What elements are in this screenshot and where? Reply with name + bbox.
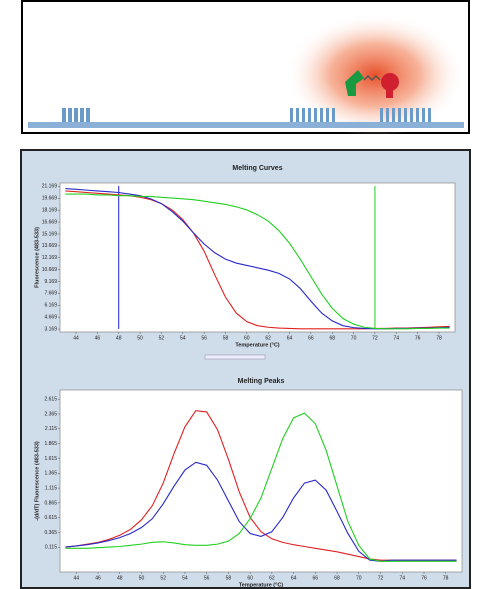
- plot-area: [59, 182, 456, 333]
- y-tick-label: 16.669: [42, 219, 58, 225]
- chart-title: Melting Peaks: [238, 378, 285, 385]
- y-tick-label: 21.169: [42, 184, 58, 190]
- x-tick-label: 78: [436, 335, 442, 341]
- y-tick-label: 1.615: [44, 456, 57, 462]
- illustration: [21, 0, 470, 137]
- y-tick-label: 1.115: [45, 485, 57, 491]
- glow: [285, 13, 465, 137]
- y-tick-label: 1.865: [44, 441, 57, 447]
- y-tick-label: 19.669: [42, 196, 58, 202]
- x-tick-label: 58: [226, 575, 232, 581]
- x-tick-label: 48: [117, 575, 123, 581]
- y-tick-label: 0.365: [44, 530, 57, 536]
- x-tick-label: 46: [95, 335, 101, 341]
- x-tick-label: 68: [334, 575, 340, 581]
- y-tick-label: 0.615: [44, 515, 57, 521]
- dna-strand: [28, 122, 464, 128]
- x-tick-label: 58: [223, 335, 229, 341]
- scrollbar: [204, 354, 266, 360]
- x-tick-label: 54: [180, 335, 186, 341]
- y-axis-label: -(d/dT) Fluorescence (483-533): [34, 441, 40, 521]
- x-tick-label: 56: [201, 335, 207, 341]
- y-tick-label: 2.365: [44, 411, 57, 417]
- x-tick-label: 72: [372, 335, 378, 341]
- x-tick-label: 50: [139, 575, 145, 581]
- x-axis-label: Temperature (°C): [239, 582, 283, 588]
- acceptor-stem: [386, 88, 393, 98]
- plot-area: [59, 389, 463, 573]
- x-tick-label: 70: [351, 335, 357, 341]
- y-tick-label: 2.615: [44, 397, 57, 403]
- x-tick-label: 48: [116, 335, 122, 341]
- x-tick-label: 68: [329, 335, 335, 341]
- x-tick-label: 52: [159, 335, 165, 341]
- y-tick-label: 0.865: [44, 500, 57, 506]
- x-tick-label: 76: [421, 575, 427, 581]
- x-tick-label: 66: [313, 575, 319, 581]
- donor-probe: [345, 70, 364, 96]
- x-tick-label: 46: [95, 575, 101, 581]
- y-tick-label: 15.169: [42, 231, 58, 237]
- x-axis-label: Temperature (°C): [235, 342, 279, 348]
- y-tick-label: 3.169: [44, 326, 57, 332]
- x-tick-label: 72: [378, 575, 384, 581]
- x-tick-label: 74: [394, 335, 400, 341]
- linker: [363, 74, 381, 82]
- x-tick-label: 56: [204, 575, 210, 581]
- x-tick-label: 78: [443, 575, 449, 581]
- chart-title: Melting Curves: [232, 165, 282, 172]
- x-tick-label: 66: [308, 335, 314, 341]
- y-axis-label: Fluorescence (483-533): [34, 227, 40, 288]
- x-tick-label: 76: [415, 335, 421, 341]
- x-tick-label: 62: [269, 575, 275, 581]
- x-tick-label: 44: [73, 335, 79, 341]
- x-tick-label: 62: [265, 335, 271, 341]
- y-tick-label: 18.169: [42, 208, 58, 214]
- x-tick-label: 54: [182, 575, 188, 581]
- y-tick-label: 9.169: [44, 279, 57, 285]
- y-tick-label: 0.115: [45, 545, 57, 551]
- x-tick-label: 52: [160, 575, 166, 581]
- series-line: [65, 193, 450, 330]
- acceptor-probe: [381, 73, 399, 91]
- x-tick-label: 44: [74, 575, 80, 581]
- y-tick-label: 10.669: [42, 267, 58, 273]
- x-tick-label: 60: [247, 575, 253, 581]
- series-line: [65, 412, 457, 562]
- series-line: [65, 461, 457, 562]
- y-tick-label: 6.169: [44, 303, 57, 309]
- x-tick-label: 64: [287, 335, 293, 341]
- x-tick-label: 50: [137, 335, 143, 341]
- y-tick-label: 4.669: [44, 315, 57, 321]
- x-tick-label: 74: [399, 575, 405, 581]
- x-tick-label: 70: [356, 575, 362, 581]
- x-tick-label: 60: [244, 335, 250, 341]
- y-tick-label: 7.669: [44, 291, 57, 297]
- y-tick-label: 1.365: [44, 471, 57, 477]
- y-tick-label: 13.669: [42, 243, 58, 249]
- y-tick-label: 2.115: [45, 426, 57, 432]
- x-tick-label: 64: [291, 575, 297, 581]
- y-tick-label: 12.169: [42, 255, 58, 261]
- bases: [62, 108, 431, 122]
